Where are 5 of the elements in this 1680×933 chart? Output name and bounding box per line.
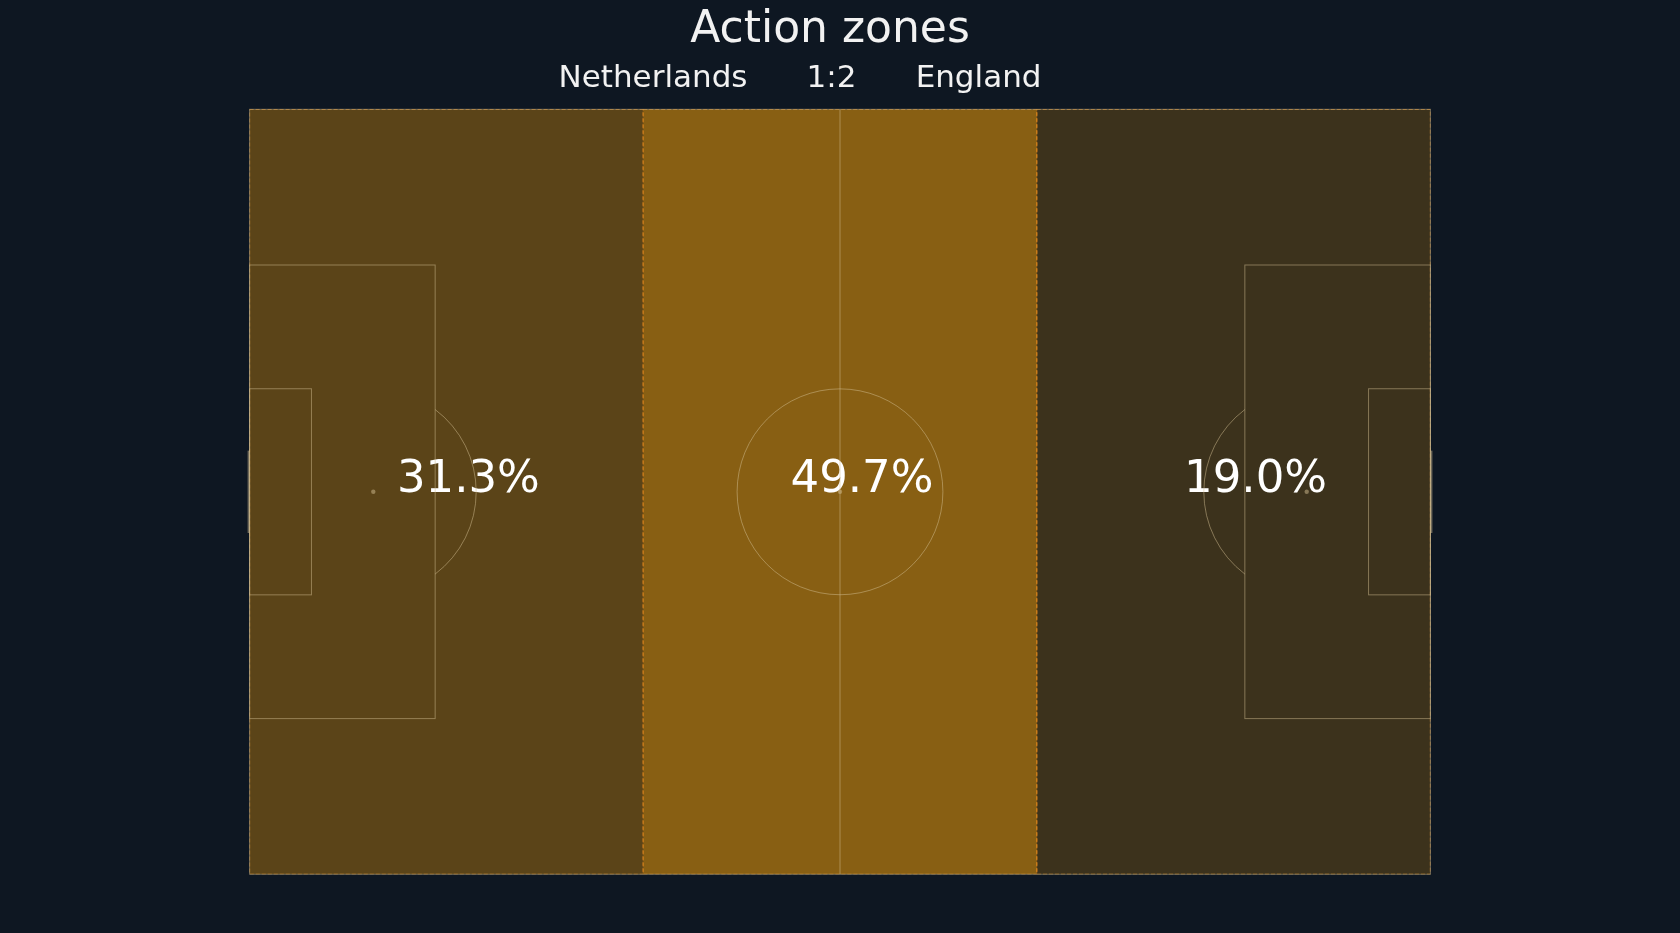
data-label: 31.3% [396,449,540,503]
text: Netherlands 1:2 England [558,58,1042,94]
text: Action zones [690,1,970,52]
data-label: 49.7% [790,449,934,503]
data-label: 19.0% [1184,449,1328,503]
